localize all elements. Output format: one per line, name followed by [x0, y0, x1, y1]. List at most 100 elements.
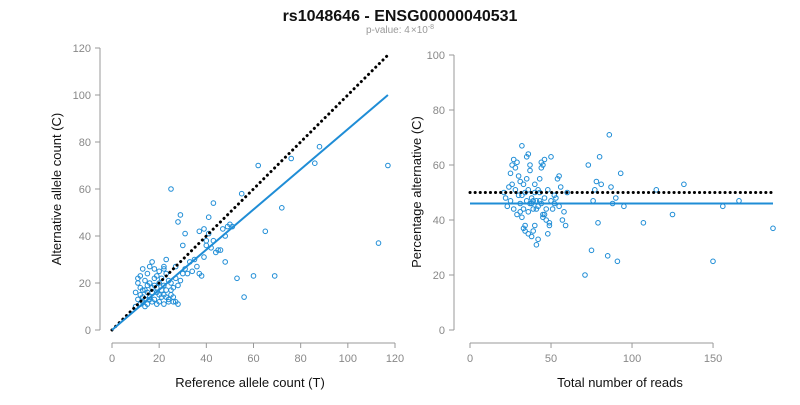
data-point [163, 294, 169, 300]
data-point [154, 273, 160, 279]
data-point [525, 209, 532, 215]
y-tick-label: 100 [73, 90, 91, 102]
data-point [525, 187, 532, 193]
data-point [194, 263, 200, 270]
data-point [163, 256, 169, 263]
data-point [175, 301, 181, 307]
data-point [541, 195, 548, 201]
x-tick-label: 100 [339, 353, 357, 365]
x-tick-label: 120 [386, 353, 404, 365]
chart-subtitle: p-value: 4×10-8 [366, 24, 434, 36]
y-tick-label: 0 [85, 325, 91, 337]
data-point [509, 181, 515, 188]
data-point [262, 228, 269, 235]
y-tick-label: 20 [79, 278, 91, 290]
reference-line-dotted [110, 53, 390, 332]
data-point [519, 214, 525, 221]
data-point [139, 266, 146, 272]
data-point [540, 162, 546, 168]
data-point [149, 259, 155, 265]
fit-line [111, 94, 389, 331]
data-point [532, 222, 538, 229]
data-point [220, 226, 226, 232]
data-point [234, 275, 240, 282]
data-point [520, 181, 527, 188]
data-point [182, 230, 188, 237]
data-point [653, 187, 660, 193]
data-point [546, 220, 553, 226]
data-point [613, 195, 619, 201]
data-point [540, 214, 546, 221]
data-point [222, 259, 228, 265]
data-point [201, 226, 207, 232]
data-point [538, 165, 545, 171]
data-point [541, 211, 548, 218]
data-point [604, 253, 611, 259]
data-point [532, 181, 538, 188]
x-axis-title-total-reads: Total number of reads [557, 375, 683, 390]
x-tick-label: 80 [295, 353, 307, 365]
data-point [271, 273, 278, 279]
data-point [161, 263, 167, 270]
x-axis-title-reference-count: Reference allele count (T) [175, 375, 325, 390]
data-point [137, 284, 144, 291]
data-point [596, 154, 603, 160]
data-point [588, 247, 595, 254]
data-point [593, 178, 600, 185]
x-tick-label: 0 [467, 353, 473, 365]
data-point [517, 178, 524, 185]
data-point [598, 181, 605, 188]
data-point [530, 206, 537, 212]
data-point [507, 170, 514, 177]
subtitle-times: × [411, 25, 417, 36]
y-tick-label: 20 [433, 270, 445, 282]
data-point [515, 173, 522, 179]
data-point [161, 301, 167, 307]
data-point [535, 187, 541, 193]
data-point [205, 230, 212, 237]
data-point [536, 176, 543, 182]
data-point [142, 287, 148, 293]
scatter-panel-allele-counts: Reference allele count (T) Alternative a… [49, 43, 404, 390]
data-point [530, 228, 537, 234]
y-tick-label: 40 [433, 215, 445, 227]
data-point [132, 289, 139, 296]
data-point [525, 151, 532, 157]
x-tick-label: 60 [247, 353, 259, 365]
data-point [144, 282, 151, 289]
data-point [527, 167, 533, 174]
data-point [556, 173, 562, 179]
data-point [279, 205, 285, 211]
data-point [519, 143, 525, 149]
data-point [177, 212, 184, 218]
subtitle-prefix: p-value: 4 [366, 25, 410, 36]
data-point [527, 162, 533, 168]
x-tick-label: 100 [623, 353, 641, 365]
data-point [316, 143, 323, 150]
data-point [375, 240, 382, 246]
data-point [553, 195, 559, 201]
data-point [151, 266, 158, 272]
data-point [142, 277, 148, 284]
data-point [517, 209, 524, 215]
data-point [561, 209, 567, 215]
data-point [535, 236, 541, 243]
data-point [514, 211, 520, 218]
data-point [559, 217, 566, 223]
y-tick-label: 80 [433, 105, 445, 117]
data-point [515, 192, 522, 199]
y-tick-label: 120 [73, 43, 91, 55]
data-point [146, 263, 153, 270]
y-tick-label: 100 [427, 50, 445, 62]
x-tick-label: 50 [545, 353, 557, 365]
scatter-panel-percentage: Total number of reads Percentage alterna… [409, 50, 776, 390]
data-point [168, 186, 174, 192]
data-point [156, 280, 162, 286]
data-point [585, 162, 592, 168]
data-point [533, 242, 540, 248]
data-point [504, 203, 511, 210]
data-point [196, 228, 203, 235]
data-point [720, 203, 726, 210]
data-point [541, 156, 548, 163]
